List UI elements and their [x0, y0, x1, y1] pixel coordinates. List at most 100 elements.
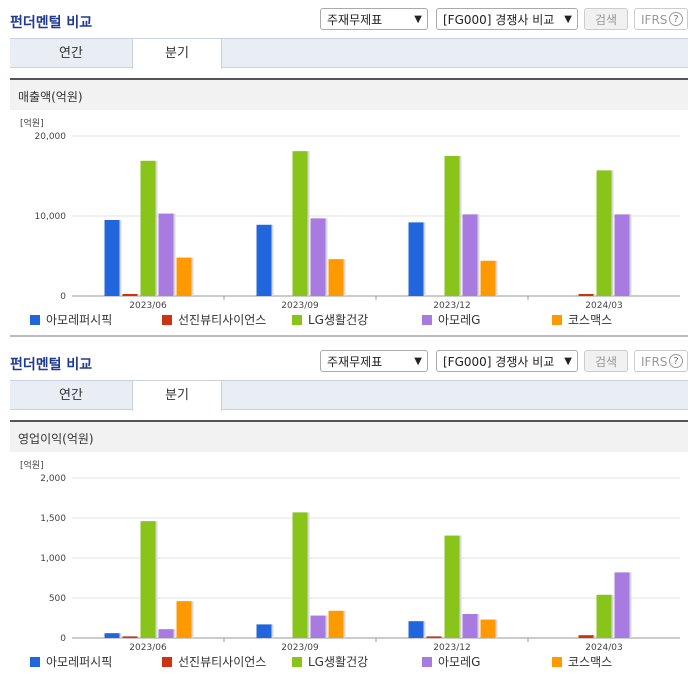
legend-swatch	[162, 315, 172, 325]
ifrs-button[interactable]: IFRS?	[634, 8, 688, 30]
legend-swatch	[30, 315, 40, 325]
bar-아모레g-2023-12	[462, 214, 478, 296]
bar-아모레g-2023-09	[310, 615, 326, 638]
y-tick-label: 1,500	[40, 514, 66, 524]
legend-label: 코스맥스	[568, 655, 613, 669]
bar-아모레퍼시픽-2023-12	[408, 621, 424, 638]
legend-swatch	[30, 657, 40, 667]
bar-lg생활건강-2023-09	[292, 151, 308, 296]
y-tick-label: 500	[49, 594, 66, 604]
y-tick-label: 0	[60, 292, 66, 302]
bar-아모레퍼시픽-2023-09	[256, 224, 272, 296]
x-tick-label: 2023/06	[129, 643, 167, 652]
legend-swatch	[552, 657, 562, 667]
divider	[10, 335, 688, 337]
bar-아모레퍼시픽-2023-09	[256, 624, 272, 638]
legend-swatch	[292, 657, 302, 667]
bar-lg생활건강-2024-03	[596, 594, 612, 638]
section-header: 매출액(억원)	[10, 78, 688, 110]
y-tick-label: 1,000	[40, 554, 66, 564]
panel-header: 펀더멘털 비교 주재무제표 ▼ [FG000] 경쟁사 비교 ▼ 검색 IFRS?	[0, 0, 696, 38]
operating-profit-bar-chart: [억원] 0 500 1,000 1,500 2,000 2023/06 2023/09 202…	[20, 459, 680, 652]
chevron-down-icon: ▼	[414, 14, 422, 25]
x-tick-label: 2024/03	[585, 643, 622, 652]
bar-아모레g-2023-09	[310, 218, 326, 296]
peer-group-select[interactable]: [FG000] 경쟁사 비교 ▼	[436, 350, 578, 372]
bar-아모레g-2023-06	[158, 629, 174, 638]
y-tick-label: 2,000	[40, 474, 66, 484]
bar-코스맥스-2023-09	[328, 259, 344, 296]
bar-선진뷰티사이언스-2024-03	[578, 635, 594, 638]
tab-annual[interactable]: 연간	[59, 46, 83, 61]
legend-label: 아모레G	[438, 655, 481, 669]
statement-select[interactable]: 주재무제표 ▼	[320, 350, 428, 372]
y-unit-label: [억원]	[20, 117, 44, 129]
legend-label: LG생활건강	[308, 313, 369, 327]
question-circle-icon[interactable]: ?	[669, 12, 683, 26]
bar-아모레g-2024-03	[614, 572, 630, 638]
bar-선진뷰티사이언스-2023-12	[426, 636, 442, 638]
legend-label: 아모레G	[438, 313, 481, 327]
bar-아모레퍼시픽-2023-06	[104, 633, 120, 638]
bar-lg생활건강-2023-09	[292, 512, 308, 638]
legend-swatch	[422, 657, 432, 667]
panel-title: 펀더멘털 비교	[10, 15, 93, 31]
section-label: 영업이익(억원)	[18, 432, 94, 446]
legend-swatch	[292, 315, 302, 325]
legend-label: LG생활건강	[308, 655, 369, 669]
panel-title: 펀더멘털 비교	[10, 357, 93, 373]
section-header: 영업이익(억원)	[10, 420, 688, 452]
question-circle-icon[interactable]: ?	[669, 354, 683, 368]
chart-legend: 아모레퍼시픽 선진뷰티사이언스 LG생활건강 아모레G 코스맥스	[30, 654, 690, 672]
bar-코스맥스-2023-12	[480, 260, 496, 296]
chevron-down-icon: ▼	[564, 14, 572, 25]
bar-선진뷰티사이언스-2024-03	[578, 294, 594, 296]
bar-코스맥스-2023-06	[176, 601, 192, 638]
bar-코스맥스-2023-06	[176, 257, 192, 296]
x-tick-label: 2023/06	[129, 301, 167, 310]
chevron-down-icon: ▼	[414, 356, 422, 367]
panel-header: 펀더멘털 비교 주재무제표 ▼ [FG000] 경쟁사 비교 ▼ 검색 IFRS?	[0, 342, 696, 380]
bar-lg생활건강-2023-06	[140, 160, 156, 296]
y-tick-label: 10,000	[35, 212, 67, 222]
chevron-down-icon: ▼	[564, 356, 572, 367]
tab-annual[interactable]: 연간	[59, 388, 83, 403]
legend-label: 선진뷰티사이언스	[178, 655, 267, 669]
bar-lg생활건강-2023-12	[444, 535, 460, 638]
bar-아모레퍼시픽-2023-06	[104, 220, 120, 296]
bar-아모레퍼시픽-2023-12	[408, 222, 424, 296]
legend-label: 선진뷰티사이언스	[178, 313, 267, 327]
y-tick-label: 0	[60, 634, 66, 644]
legend-label: 아모레퍼시픽	[46, 655, 113, 669]
peer-group-select[interactable]: [FG000] 경쟁사 비교 ▼	[436, 8, 578, 30]
bar-선진뷰티사이언스-2023-06	[122, 294, 138, 296]
legend-swatch	[162, 657, 172, 667]
statement-select[interactable]: 주재무제표 ▼	[320, 8, 428, 30]
legend-swatch	[552, 315, 562, 325]
period-tabs: 연간 분기	[10, 380, 688, 411]
chart-legend: 아모레퍼시픽 선진뷰티사이언스 LG생활건강 아모레G 코스맥스	[30, 312, 690, 330]
legend-label: 코스맥스	[568, 313, 613, 327]
section-label: 매출액(억원)	[18, 90, 83, 104]
x-tick-label: 2023/12	[433, 643, 470, 652]
tab-quarterly[interactable]: 분기	[132, 39, 222, 69]
x-tick-label: 2024/03	[585, 301, 622, 310]
legend-label: 아모레퍼시픽	[46, 313, 113, 327]
x-tick-label: 2023/09	[281, 643, 319, 652]
y-unit-label: [억원]	[20, 459, 44, 471]
search-button[interactable]: 검색	[584, 350, 628, 372]
revenue-bar-chart: [억원] 0 10,000 20,000 2023/06 2023/09 2023/12 20…	[20, 117, 680, 310]
bar-아모레g-2023-06	[158, 213, 174, 296]
bar-lg생활건강-2024-03	[596, 170, 612, 296]
bar-아모레g-2024-03	[614, 214, 630, 296]
ifrs-button[interactable]: IFRS?	[634, 350, 688, 372]
bar-코스맥스-2023-12	[480, 619, 496, 638]
bar-선진뷰티사이언스-2023-06	[122, 636, 138, 638]
tab-quarterly[interactable]: 분기	[132, 381, 222, 411]
y-tick-label: 20,000	[35, 132, 67, 142]
search-button[interactable]: 검색	[584, 8, 628, 30]
bar-코스맥스-2023-09	[328, 610, 344, 638]
x-tick-label: 2023/09	[281, 301, 319, 310]
bar-lg생활건강-2023-06	[140, 521, 156, 638]
bar-lg생활건강-2023-12	[444, 156, 460, 296]
